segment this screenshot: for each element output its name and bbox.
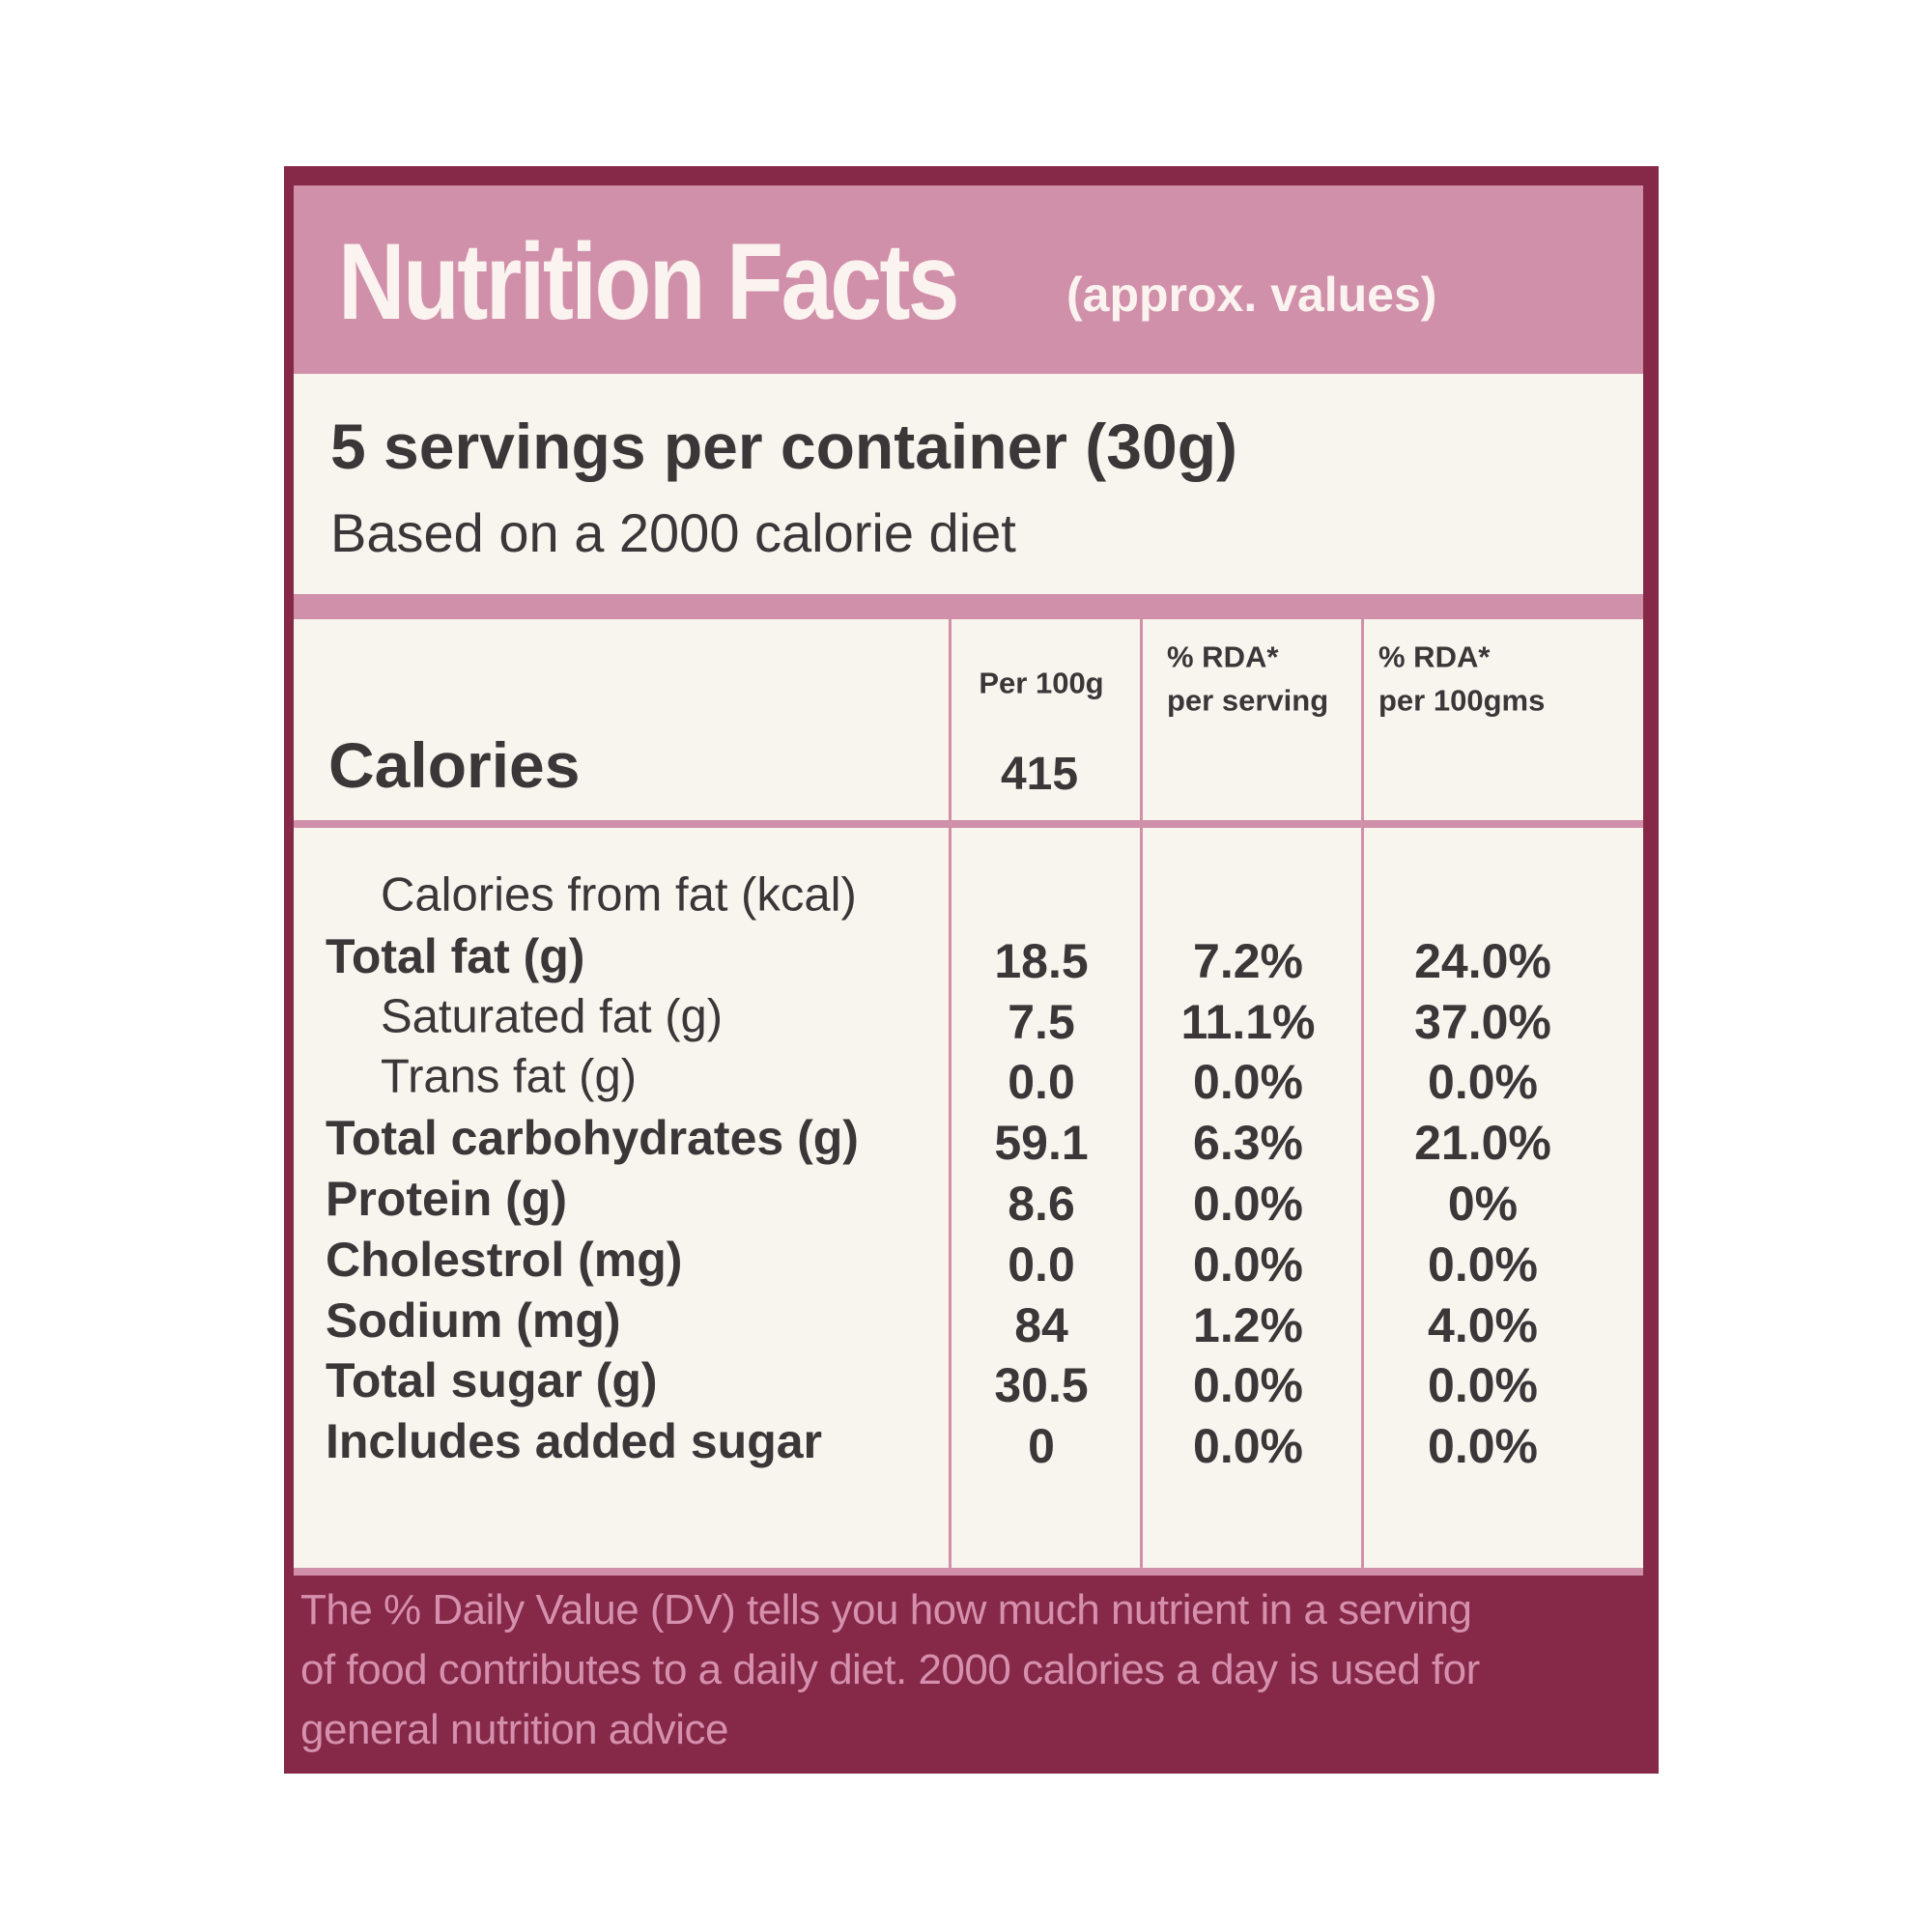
row-value: 6.3% [1193,1116,1303,1171]
column-line [1361,619,1364,1568]
column-header: % RDA* [1378,639,1491,674]
calories-value: 415 [1000,749,1079,800]
column-header: per 100gms [1378,683,1546,718]
table-body [294,828,1643,1568]
row-value: 24.0% [1414,933,1551,988]
row-value: 0.0% [1193,1419,1303,1474]
footer-text: general nutrition advice [300,1706,728,1753]
column-line [949,619,952,1568]
row-label: Includes added sugar [326,1414,823,1469]
row-value: 37.0% [1414,994,1551,1049]
servings-area [294,374,1643,594]
row-value: 1.2% [1193,1297,1303,1352]
divider [294,820,1643,828]
footer-text: of food contributes to a daily diet. 200… [300,1646,1480,1693]
row-value: 0.0% [1193,1177,1303,1231]
row-value: 0.0 [1008,1055,1075,1110]
diet-note: Based on a 2000 calorie diet [330,502,1016,563]
servings: 5 servings per container (30g) [330,411,1237,482]
column-header: % RDA* [1167,639,1279,674]
row-value: 18.5 [994,933,1089,988]
row-value: 4.0% [1428,1297,1538,1352]
row-value: 84 [1014,1297,1068,1352]
subtitle: (approx. values) [1066,268,1437,322]
column-header: Per 100g [979,666,1104,700]
row-value: 59.1 [994,1116,1089,1171]
row-label: Total sugar (g) [326,1353,658,1408]
row-value: 8.6 [1008,1177,1075,1231]
row-value: 0.0% [1428,1419,1538,1474]
row-value: 30.5 [994,1358,1089,1413]
row-value: 0.0% [1193,1055,1303,1110]
row-value: 7.2% [1193,933,1303,988]
row-label: Saturated fat (g) [381,990,724,1043]
footer-text: The % Daily Value (DV) tells you how muc… [300,1586,1472,1634]
pink-band [294,594,1643,619]
row-value: 0.0% [1193,1236,1303,1292]
divider [294,1568,1643,1576]
row-value: 0.0% [1428,1055,1538,1110]
row-value: 21.0% [1414,1116,1551,1171]
row-value: 0.0% [1193,1358,1303,1413]
row-label: Trans fat (g) [381,1050,638,1103]
table-head [294,619,1643,820]
row-label: Calories from fat (kcal) [381,868,857,922]
column-line [1140,619,1143,1568]
row-label: Total carbohydrates (g) [326,1111,859,1166]
row-value: 0.0 [1008,1236,1075,1292]
row-value: 7.5 [1008,994,1075,1049]
header-band [294,185,1643,374]
column-header: per serving [1167,683,1329,718]
row-value: 0 [1028,1419,1055,1474]
row-value: 0% [1447,1177,1519,1231]
row-value: 11.1% [1180,994,1316,1049]
row-value: 0.0% [1428,1358,1538,1413]
row-label: Cholestrol (mg) [326,1232,683,1287]
row-label: Protein (g) [326,1172,567,1226]
calories-label: Calories [328,729,581,801]
row-label: Total fat (g) [326,928,585,983]
row-value: 0.0% [1428,1236,1538,1292]
row-label: Sodium (mg) [326,1293,621,1348]
title: Nutrition Facts [338,221,959,342]
